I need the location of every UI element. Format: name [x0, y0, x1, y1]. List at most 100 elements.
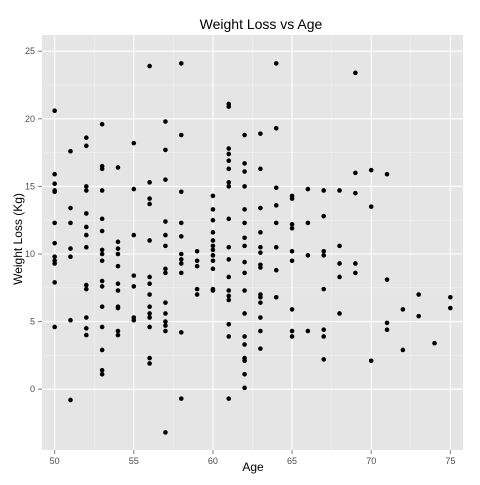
data-point [242, 235, 247, 241]
data-point [147, 201, 152, 207]
data-point [448, 305, 453, 311]
data-point [99, 121, 105, 127]
data-point [147, 361, 152, 366]
data-point [258, 166, 263, 172]
data-point [163, 177, 168, 182]
data-point [305, 328, 311, 334]
data-point [242, 184, 247, 189]
data-point [242, 161, 247, 166]
data-point [337, 188, 342, 193]
data-point [84, 143, 89, 149]
data-point [68, 246, 73, 251]
data-point [258, 131, 263, 136]
x-tick-label: 75 [445, 456, 455, 466]
data-point [84, 184, 89, 189]
data-point [226, 180, 232, 185]
data-point [115, 251, 121, 257]
data-point [242, 334, 247, 339]
data-point [147, 274, 152, 280]
data-point [416, 313, 421, 319]
data-point [416, 292, 421, 297]
data-point [337, 243, 342, 249]
data-points [52, 61, 453, 435]
data-point [242, 207, 247, 212]
data-point [337, 311, 342, 316]
data-point [194, 263, 200, 269]
x-tick-label: 50 [50, 456, 60, 466]
data-point [99, 188, 105, 193]
data-point [337, 261, 342, 266]
y-axis-title: Weight Loss (Kg) [11, 193, 25, 285]
data-point [400, 347, 406, 353]
data-point [242, 169, 247, 174]
data-point [289, 307, 295, 312]
data-point [337, 274, 342, 280]
data-point [289, 328, 295, 334]
data-point [84, 211, 89, 216]
data-point [305, 186, 311, 192]
data-point [52, 181, 57, 186]
data-point [99, 278, 105, 284]
data-point [226, 297, 232, 303]
data-point [52, 108, 57, 114]
data-point [226, 158, 232, 164]
data-point [273, 61, 279, 66]
data-point [115, 165, 121, 170]
data-point [84, 244, 89, 250]
data-point [84, 286, 89, 292]
data-point [368, 204, 374, 209]
data-point [368, 358, 374, 364]
data-point [163, 300, 168, 305]
data-point [242, 288, 247, 293]
data-point [226, 104, 232, 109]
data-point [147, 281, 152, 287]
data-point [115, 281, 121, 287]
y-axis: 0 5 10 15 20 25 [25, 46, 42, 394]
data-point [242, 342, 247, 347]
data-point [99, 228, 105, 234]
data-point [147, 238, 152, 243]
data-point [321, 248, 327, 254]
data-point [178, 234, 184, 239]
data-point [52, 240, 57, 246]
data-point [273, 185, 279, 191]
data-point [432, 340, 437, 346]
data-point [147, 196, 152, 201]
data-point [147, 304, 152, 310]
data-point [84, 332, 89, 338]
data-point [242, 132, 247, 138]
data-point [289, 226, 295, 231]
data-point [258, 244, 263, 250]
data-point [84, 315, 89, 320]
data-point [353, 261, 358, 266]
data-point [52, 189, 57, 195]
data-point [52, 254, 57, 259]
data-point [305, 253, 311, 258]
data-point [384, 277, 390, 282]
data-point [52, 261, 57, 266]
data-point [258, 265, 263, 270]
data-point [115, 263, 121, 269]
data-point [52, 220, 57, 226]
data-point [194, 248, 200, 254]
data-point [258, 346, 263, 351]
data-point [163, 311, 168, 316]
data-point [289, 221, 295, 227]
data-point [226, 146, 232, 151]
data-point [226, 151, 232, 157]
data-point [400, 307, 406, 312]
data-point [210, 230, 216, 235]
data-point [163, 430, 168, 435]
data-point [178, 251, 184, 257]
data-point [368, 167, 374, 173]
data-point [242, 371, 247, 377]
data-point [131, 317, 137, 323]
data-point [226, 166, 232, 172]
data-point [226, 244, 232, 250]
data-point [242, 243, 247, 249]
data-point [273, 220, 279, 226]
data-point [210, 266, 216, 272]
data-point [147, 311, 152, 316]
data-point [384, 171, 390, 177]
data-point [115, 305, 121, 311]
